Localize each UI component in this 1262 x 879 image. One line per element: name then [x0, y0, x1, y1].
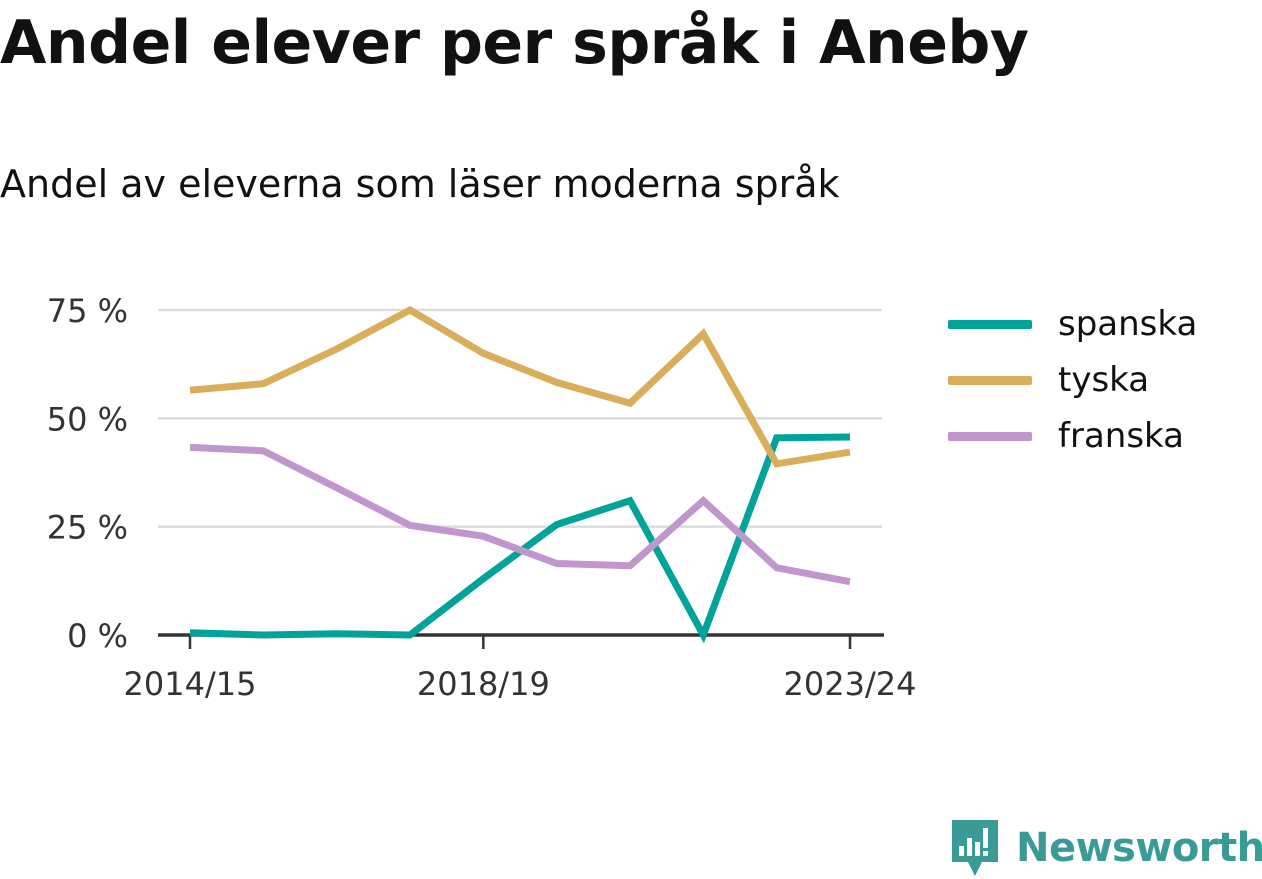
series-line-franska — [189, 443, 851, 586]
y-tick-label: 50 % — [47, 400, 128, 438]
x-tick-label: 2018/19 — [417, 665, 550, 703]
legend-label: spanska — [1058, 304, 1198, 344]
y-tick-label: 75 % — [47, 292, 128, 330]
brand-logo: Newsworthy — [950, 818, 1262, 878]
newsworthy-logo-icon — [952, 820, 998, 876]
legend-item-franska: franska — [948, 408, 1197, 464]
series-lines — [189, 305, 851, 644]
legend-swatch — [948, 431, 1032, 441]
legend-item-tyska: tyska — [948, 352, 1197, 408]
y-tick-label: 0 % — [67, 617, 128, 655]
axes: 0 % 25 % 50 % 75 % 2014/15 2018/19 2023/24 — [47, 292, 917, 703]
chart-subtitle: Andel av eleverna som läser moderna språ… — [0, 162, 840, 206]
grid-lines — [158, 308, 882, 528]
legend-label: franska — [1058, 416, 1184, 456]
y-tick-label: 25 % — [47, 509, 128, 547]
legend-swatch — [948, 319, 1032, 329]
series-line-tyska — [189, 305, 851, 468]
legend-label: tyska — [1058, 360, 1150, 400]
x-tick-label: 2023/24 — [784, 665, 917, 703]
chart-title: Andel elever per språk i Aneby — [0, 8, 1029, 78]
legend-item-spanska: spanska — [948, 296, 1197, 352]
legend-swatch — [948, 375, 1032, 385]
legend: spanska tyska franska — [948, 296, 1197, 464]
brand-name: Newsworthy — [1016, 825, 1262, 871]
x-tick-label: 2014/15 — [124, 665, 257, 703]
